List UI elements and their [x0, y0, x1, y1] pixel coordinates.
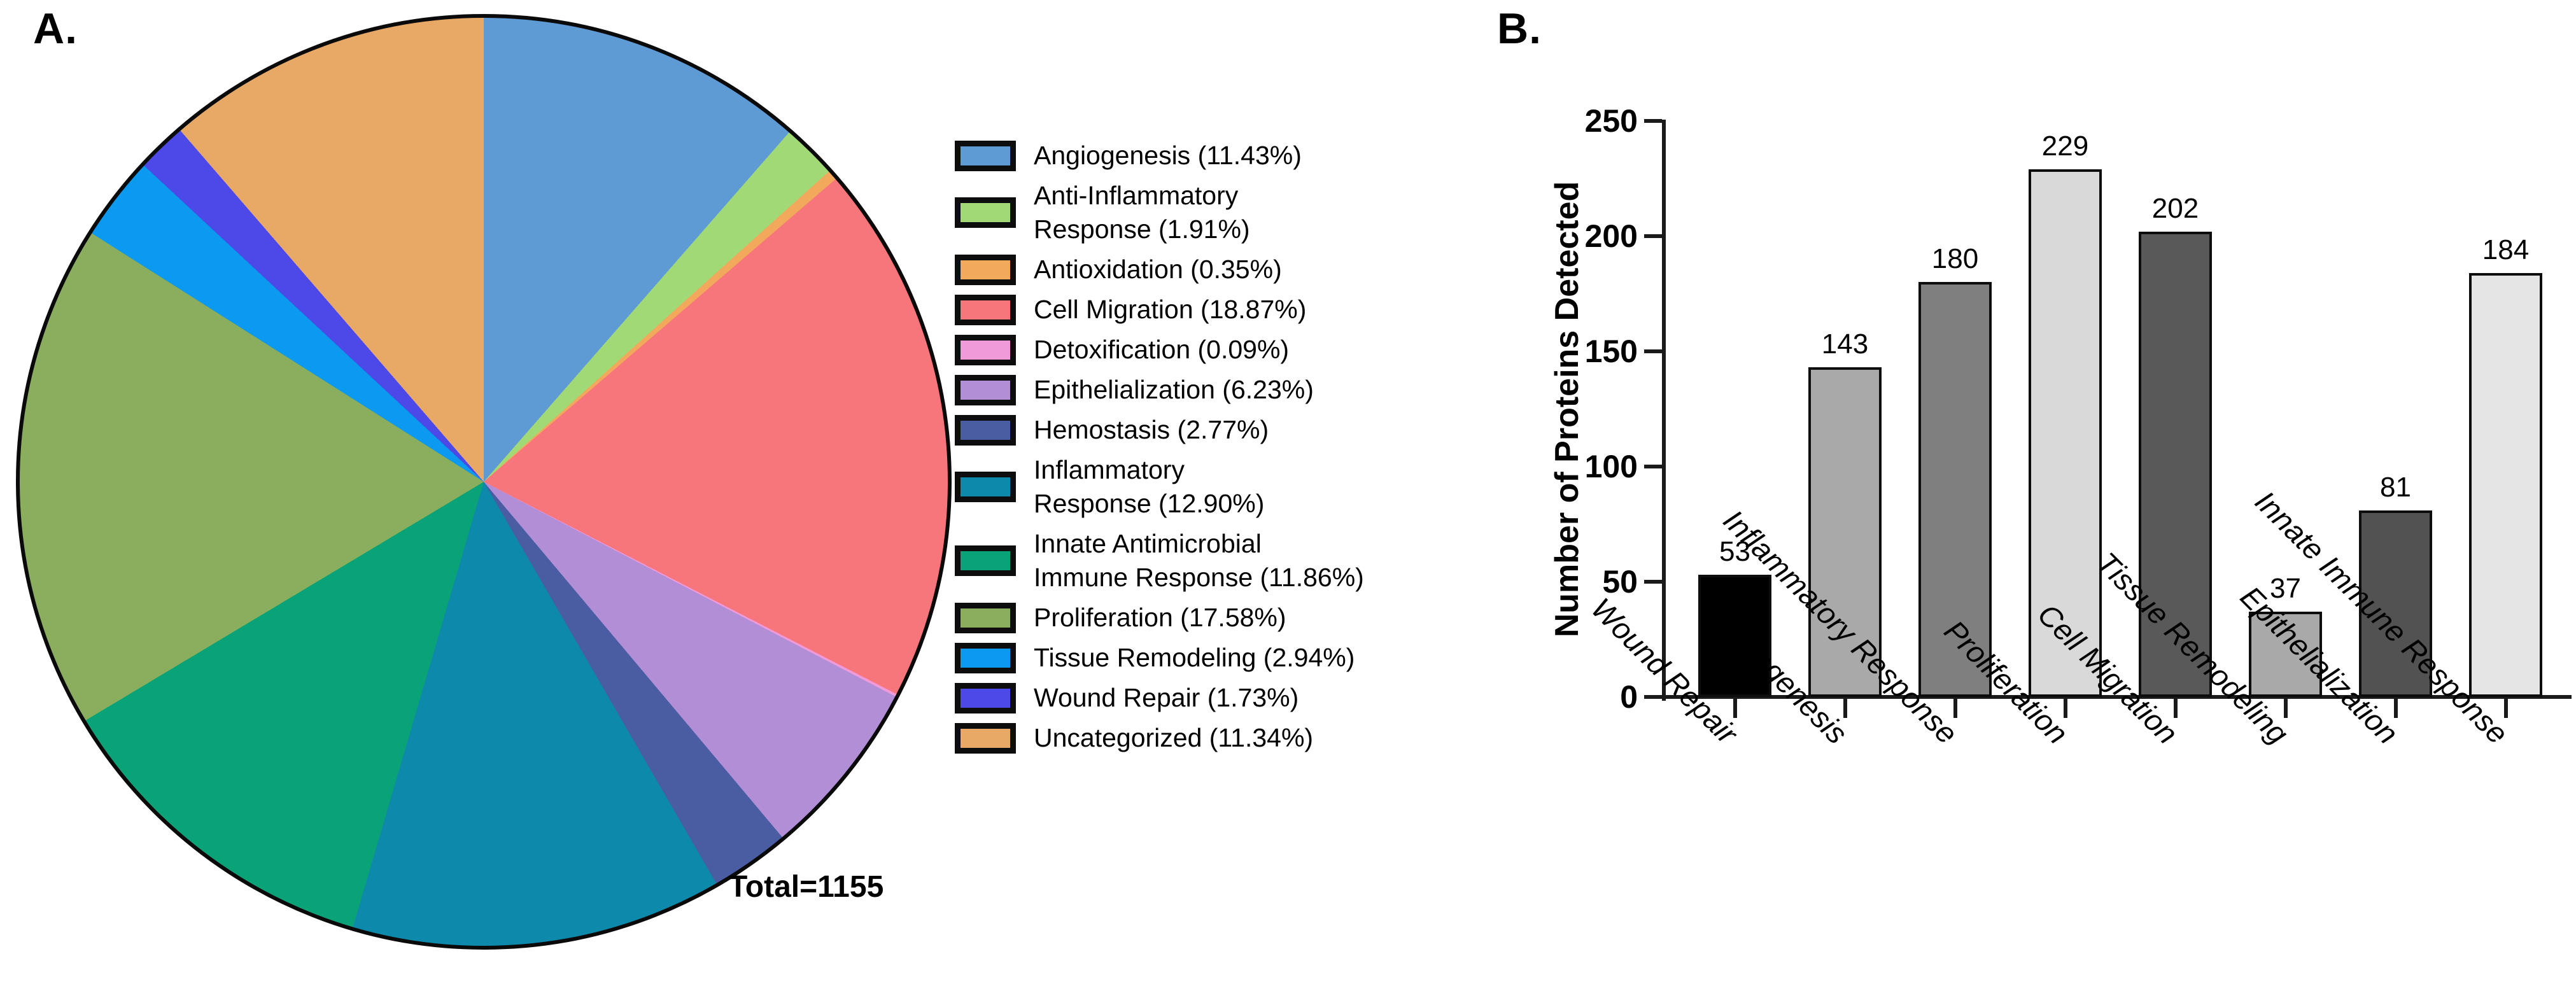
- legend-swatch-proliferation: [955, 602, 1016, 633]
- legend-swatch-anti-inflammatory-response: [955, 197, 1016, 228]
- y-tick-100: [1644, 465, 1662, 468]
- panel-b-label: B.: [1497, 4, 1542, 53]
- y-tick-label-0: 0: [1620, 679, 1638, 715]
- y-tick-0: [1644, 695, 1662, 699]
- legend-swatch-wound-repair: [955, 682, 1016, 713]
- y-tick-label-250: 250: [1584, 103, 1638, 139]
- bar-value-epithelialization: 81: [2380, 471, 2411, 503]
- legend-label-angiogenesis: Angiogenesis (11.43%): [1034, 141, 1302, 170]
- x-tick-proliferation: [2063, 699, 2067, 718]
- bar-innate-immune-response: [2469, 272, 2542, 697]
- legend-label-cell-migration: Cell Migration (18.87%): [1034, 295, 1307, 324]
- x-tick-inflammatory-response: [1953, 699, 1957, 718]
- bar-value-inflammatory-response: 180: [1931, 243, 1979, 275]
- y-tick-250: [1644, 119, 1662, 123]
- bar-value-angiogenesis: 143: [1821, 328, 1869, 360]
- legend-swatch-hemostasis: [955, 414, 1016, 446]
- bar-value-wound-repair: 53: [1719, 536, 1750, 568]
- y-tick-label-100: 100: [1584, 449, 1638, 484]
- bar-epithelialization: [2359, 510, 2432, 697]
- x-tick-tissue-remodeling: [2283, 699, 2288, 718]
- legend-label-detoxification: Detoxification (0.09%): [1034, 335, 1290, 364]
- bar-value-tissue-remodeling: 37: [2270, 573, 2301, 605]
- bar-chart-y-axis: [1662, 120, 1666, 701]
- bar-tissue-remodeling: [2249, 612, 2322, 697]
- pie-legend: Angiogenesis (11.43%) Anti-Inflammatory Re…: [955, 139, 1364, 755]
- legend-item-epithelialization: Epithelialization (6.23%): [955, 373, 1364, 407]
- legend-item-innate-antimicrobial-immune-response: Innate Antimicrobial Immune Response (11.…: [955, 527, 1364, 594]
- legend-item-tissue-remodeling: Tissue Remodeling (2.94%): [955, 641, 1364, 675]
- legend-item-wound-repair: Wound Repair (1.73%): [955, 681, 1364, 715]
- x-tick-epithelialization: [2393, 699, 2398, 718]
- y-tick-label-200: 200: [1584, 218, 1638, 254]
- x-tick-angiogenesis: [1843, 699, 1847, 718]
- legend-swatch-tissue-remodeling: [955, 642, 1016, 673]
- legend-swatch-angiogenesis: [955, 140, 1016, 171]
- legend-item-detoxification: Detoxification (0.09%): [955, 333, 1364, 367]
- legend-swatch-inflammatory-response: [955, 472, 1016, 502]
- legend-label-innate-antimicrobial-immune-response: Innate Antimicrobial Immune Response (11.…: [1034, 529, 1364, 592]
- legend-label-tissue-remodeling: Tissue Remodeling (2.94%): [1034, 643, 1355, 672]
- bar-cell-migration: [2139, 231, 2212, 697]
- legend-label-anti-inflammatory-response: Anti-Inflammatory Response (1.91%): [1034, 181, 1250, 244]
- pie-total-label: Total=1155: [729, 870, 884, 904]
- legend-label-proliferation: Proliferation (17.58%): [1034, 603, 1286, 632]
- legend-item-inflammatory-response: Inflammatory Response (12.90%): [955, 453, 1364, 521]
- legend-item-hemostasis: Hemostasis (2.77%): [955, 413, 1364, 447]
- legend-label-antioxidation: Antioxidation (0.35%): [1034, 255, 1282, 284]
- legend-swatch-uncategorized: [955, 722, 1016, 754]
- bar-chart-x-axis: [1662, 695, 2572, 699]
- legend-item-proliferation: Proliferation (17.58%): [955, 601, 1364, 635]
- legend-label-epithelialization: Epithelialization (6.23%): [1034, 375, 1314, 404]
- legend-label-inflammatory-response: Inflammatory Response (12.90%): [1034, 455, 1265, 518]
- x-tick-cell-migration: [2173, 699, 2178, 718]
- bar-inflammatory-response: [1918, 282, 1992, 697]
- legend-swatch-detoxification: [955, 334, 1016, 365]
- bar-angiogenesis: [1808, 367, 1882, 697]
- legend-label-uncategorized: Uncategorized (11.34%): [1034, 723, 1314, 752]
- legend-swatch-cell-migration: [955, 294, 1016, 325]
- bar-proliferation: [2029, 169, 2102, 697]
- bar-value-innate-immune-response: 184: [2482, 234, 2530, 265]
- legend-swatch-antioxidation: [955, 254, 1016, 285]
- bar-value-cell-migration: 202: [2151, 192, 2199, 224]
- panel-a-label: A.: [33, 4, 78, 53]
- legend-item-angiogenesis: Angiogenesis (11.43%): [955, 139, 1364, 172]
- legend-item-cell-migration: Cell Migration (18.87%): [955, 293, 1364, 327]
- bar-wound-repair: [1698, 575, 1771, 697]
- y-tick-label-50: 50: [1602, 564, 1638, 600]
- bar-value-proliferation: 229: [2041, 130, 2089, 162]
- legend-item-uncategorized: Uncategorized (11.34%): [955, 721, 1364, 755]
- y-tick-150: [1644, 349, 1662, 353]
- legend-label-wound-repair: Wound Repair (1.73%): [1034, 683, 1299, 712]
- y-tick-label-150: 150: [1584, 334, 1638, 369]
- y-tick-50: [1644, 580, 1662, 584]
- legend-item-antioxidation: Antioxidation (0.35%): [955, 253, 1364, 286]
- legend-swatch-epithelialization: [955, 374, 1016, 405]
- x-tick-wound-repair: [1733, 699, 1737, 718]
- y-tick-200: [1644, 234, 1662, 238]
- x-tick-innate-immune-response: [2503, 699, 2508, 718]
- legend-item-anti-inflammatory-response: Anti-Inflammatory Response (1.91%): [955, 179, 1364, 246]
- pie-chart: [16, 14, 952, 950]
- legend-swatch-innate-antimicrobial-immune-response: [955, 545, 1016, 576]
- legend-label-hemostasis: Hemostasis (2.77%): [1034, 415, 1269, 444]
